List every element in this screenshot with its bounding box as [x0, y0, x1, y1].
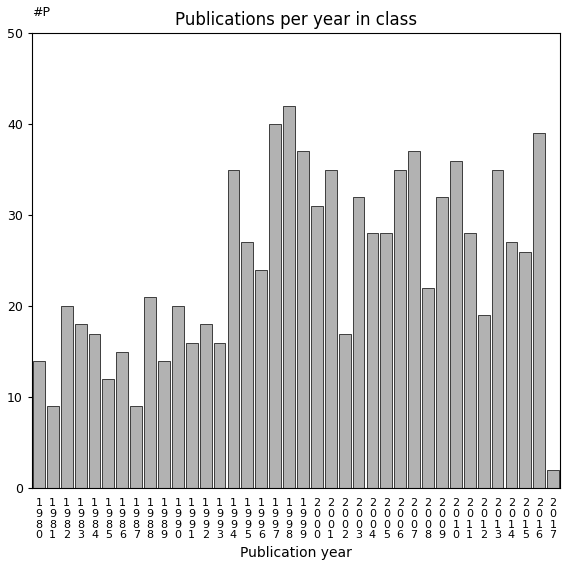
Bar: [269, 124, 281, 488]
X-axis label: Publication year: Publication year: [240, 546, 352, 560]
Bar: [366, 234, 378, 488]
Bar: [408, 151, 420, 488]
Bar: [255, 270, 267, 488]
Bar: [464, 234, 476, 488]
Bar: [478, 315, 489, 488]
Bar: [492, 170, 503, 488]
Bar: [172, 306, 184, 488]
Bar: [116, 352, 128, 488]
Bar: [547, 470, 559, 488]
Title: Publications per year in class: Publications per year in class: [175, 11, 417, 29]
Bar: [144, 297, 156, 488]
Bar: [227, 170, 239, 488]
Bar: [283, 106, 295, 488]
Bar: [103, 379, 115, 488]
Bar: [214, 342, 226, 488]
Bar: [242, 243, 253, 488]
Bar: [158, 361, 170, 488]
Bar: [47, 407, 59, 488]
Text: #P: #P: [32, 6, 50, 19]
Bar: [506, 243, 517, 488]
Bar: [297, 151, 309, 488]
Bar: [75, 324, 87, 488]
Bar: [422, 288, 434, 488]
Bar: [186, 342, 198, 488]
Bar: [200, 324, 211, 488]
Bar: [33, 361, 45, 488]
Bar: [338, 333, 350, 488]
Bar: [353, 197, 365, 488]
Bar: [394, 170, 406, 488]
Bar: [519, 252, 531, 488]
Bar: [450, 160, 462, 488]
Bar: [311, 206, 323, 488]
Bar: [380, 234, 392, 488]
Bar: [325, 170, 337, 488]
Bar: [88, 333, 100, 488]
Bar: [534, 133, 545, 488]
Bar: [436, 197, 448, 488]
Bar: [61, 306, 73, 488]
Bar: [130, 407, 142, 488]
